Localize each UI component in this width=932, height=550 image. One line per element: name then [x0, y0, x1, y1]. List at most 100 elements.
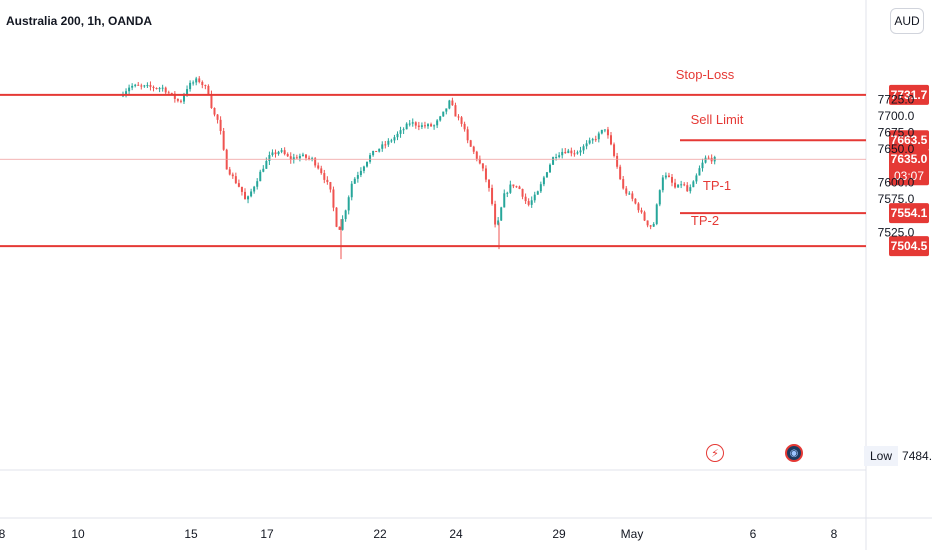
candle-body	[664, 175, 667, 178]
candle-body	[588, 140, 591, 144]
level-label: TP-1	[703, 178, 731, 193]
candle-body	[497, 220, 500, 225]
candle-body	[204, 85, 207, 87]
candle-body	[405, 123, 408, 130]
currency-button[interactable]: AUD	[890, 8, 924, 34]
candle-body	[186, 89, 189, 95]
candle-body	[689, 187, 692, 192]
candle-body	[164, 87, 167, 93]
time-tick-label: 17	[260, 527, 274, 541]
candle-body	[131, 85, 134, 88]
candle-body	[344, 210, 347, 220]
candle-body	[396, 133, 399, 138]
candle-body	[707, 157, 710, 159]
candle-body	[128, 87, 131, 92]
candle-body	[323, 173, 326, 180]
candle-body	[158, 88, 161, 90]
candle-body	[277, 151, 280, 155]
candle-body	[564, 151, 567, 154]
candle-body	[542, 177, 545, 185]
candle-body	[213, 107, 216, 115]
candle-body	[372, 150, 375, 156]
candle-body	[436, 120, 439, 126]
candle-body	[353, 178, 356, 184]
candle-body	[649, 225, 652, 227]
candle-body	[585, 143, 588, 147]
price-tick-label: 7700.0	[878, 109, 915, 123]
candle-body	[280, 150, 283, 152]
candle-body	[445, 108, 448, 112]
candle-body	[515, 186, 518, 188]
level-label: TP-2	[691, 213, 719, 228]
candle-body	[680, 184, 683, 186]
candle-body	[192, 82, 195, 84]
candle-body	[292, 157, 295, 160]
candle-body	[155, 87, 158, 89]
candle-body	[567, 150, 570, 154]
candle-body	[152, 86, 155, 88]
candle-body	[134, 84, 137, 86]
time-tick-label: May	[621, 527, 644, 541]
candle-body	[381, 144, 384, 149]
candle-body	[176, 98, 179, 101]
candle-body	[558, 155, 561, 158]
price-tick-label: 7575.0	[878, 192, 915, 206]
candle-body	[478, 158, 481, 164]
candle-body	[433, 125, 436, 127]
candle-body	[683, 184, 686, 186]
candle-body	[704, 157, 707, 163]
candle-body	[417, 125, 420, 127]
candle-body	[606, 129, 609, 136]
candle-body	[491, 187, 494, 204]
candle-body	[628, 193, 631, 195]
candle-body	[451, 100, 454, 106]
candle-body	[326, 179, 329, 183]
time-tick-label: 10	[71, 527, 85, 541]
candle-body	[265, 161, 268, 169]
candle-body	[320, 168, 323, 174]
candle-body	[347, 197, 350, 211]
candle-body	[613, 144, 616, 156]
low-price-box: Low 7484.8	[864, 446, 932, 466]
candle-body	[253, 186, 256, 192]
candle-body	[420, 125, 423, 127]
candle-body	[524, 196, 527, 202]
candle-body	[268, 155, 271, 162]
candle-body	[305, 154, 307, 158]
candle-body	[240, 186, 243, 192]
candle-body	[625, 188, 628, 194]
candle-body	[366, 161, 368, 167]
candle-body	[692, 181, 695, 188]
candle-body	[295, 157, 298, 159]
candle-body	[250, 191, 253, 197]
candle-body	[463, 123, 466, 130]
level-badge-text: 7504.5	[891, 239, 928, 253]
candle-body	[317, 165, 320, 169]
candle-body	[686, 185, 689, 192]
candle-body	[335, 207, 338, 227]
candle-body	[500, 207, 503, 221]
candle-body	[378, 148, 381, 152]
candle-body	[661, 177, 664, 191]
globe-icon[interactable]: ◉	[785, 444, 803, 462]
candle-body	[179, 100, 182, 102]
candle-body	[530, 200, 533, 205]
price-levels: Stop-Loss 7731.7 Sell Limit 7663.5 TP-1 7554.…	[0, 67, 929, 257]
candle-body	[527, 201, 530, 205]
candle-body	[677, 184, 680, 188]
candle-body	[222, 131, 225, 150]
candle-body	[466, 129, 469, 141]
candle-body	[637, 203, 640, 211]
candle-body	[427, 124, 429, 127]
lightning-icon[interactable]: ⚡	[706, 444, 724, 462]
candle-body	[414, 122, 417, 126]
candle-body	[603, 129, 606, 131]
candle-body	[658, 190, 661, 205]
candle-body	[582, 146, 585, 151]
candle-body	[695, 175, 698, 182]
candle-body	[329, 182, 332, 190]
level-badge-text: 7554.1	[891, 206, 928, 220]
candle-body	[423, 125, 426, 127]
candle-body	[201, 81, 204, 86]
